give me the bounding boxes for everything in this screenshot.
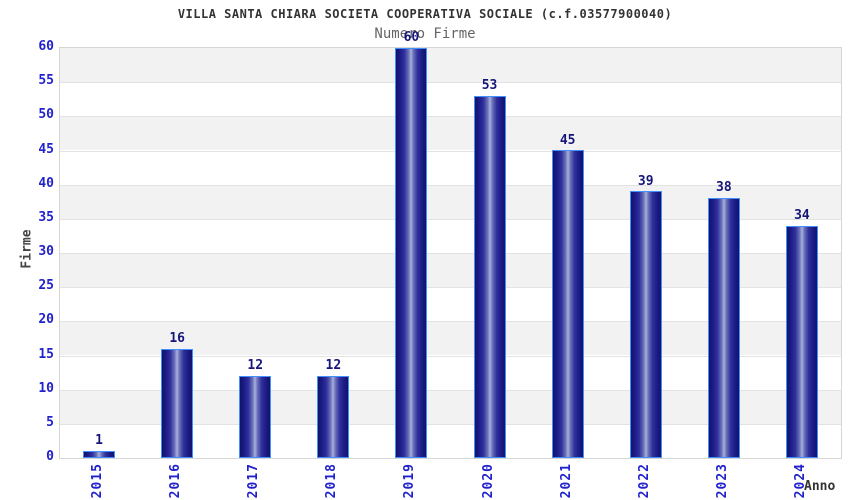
- chart-title: VILLA SANTA CHIARA SOCIETA COOPERATIVA S…: [177, 7, 673, 21]
- y-tick-label: 45: [38, 141, 54, 157]
- x-tick-label: 2024: [792, 463, 808, 499]
- y-tick-label: 15: [38, 346, 54, 362]
- bar: [83, 451, 116, 458]
- y-tick-label: 40: [38, 175, 54, 191]
- x-tick-label: 2016: [168, 463, 184, 499]
- x-tick-label: 2019: [402, 463, 418, 499]
- bar: [785, 226, 818, 458]
- y-tick-label: 30: [38, 244, 54, 259]
- bar-value-label: 39: [637, 173, 654, 189]
- bar: [317, 376, 350, 458]
- bar: [551, 150, 584, 458]
- bar-value-label: 12: [247, 358, 264, 373]
- bar: [473, 96, 506, 458]
- bar: [395, 48, 428, 458]
- x-axis-title: Anno: [804, 479, 836, 494]
- x-tick-label: 2020: [480, 463, 496, 499]
- bar: [629, 191, 662, 458]
- bar-value-label: 45: [559, 132, 576, 148]
- gridline: [60, 253, 841, 254]
- chart-subtitle: Numero Firme: [374, 26, 476, 42]
- bar: [707, 198, 740, 458]
- y-tick-label: 50: [38, 107, 54, 123]
- y-tick-label: 5: [46, 414, 54, 430]
- y-tick-label: 20: [38, 312, 54, 328]
- gridline: [60, 184, 841, 186]
- x-tick-label: 2021: [558, 463, 574, 499]
- bar-value-label: 60: [403, 30, 420, 45]
- x-tick-label: 2015: [90, 463, 106, 499]
- y-tick-label: 10: [38, 380, 54, 396]
- gridline: [60, 321, 841, 323]
- y-tick-label: 0: [46, 449, 54, 464]
- x-tick-label: 2018: [324, 463, 340, 499]
- bar-value-label: 38: [716, 180, 732, 196]
- y-tick-label: 35: [38, 209, 54, 225]
- gridline: [60, 82, 841, 84]
- bar: [239, 376, 272, 458]
- x-tick-label: 2017: [246, 463, 262, 499]
- bar-value-label: 12: [325, 358, 342, 373]
- gridline: [60, 116, 841, 118]
- bar-value-label: 16: [169, 330, 185, 346]
- plot-area: [59, 47, 842, 459]
- x-tick-label: 2023: [714, 463, 730, 499]
- bar-value-label: 1: [95, 433, 103, 449]
- y-tick-label: 60: [38, 39, 54, 54]
- x-tick-label: 2022: [636, 463, 652, 499]
- y-tick-label: 25: [38, 278, 54, 294]
- gridline: [60, 423, 841, 425]
- plot-band: [60, 150, 841, 185]
- gridline: [60, 389, 841, 391]
- gridline: [60, 150, 841, 152]
- bar-value-label: 53: [481, 77, 498, 93]
- gridline: [60, 218, 841, 220]
- y-tick-label: 55: [38, 73, 54, 89]
- plot-band: [60, 48, 841, 83]
- plot-band: [60, 82, 841, 117]
- bar-value-label: 34: [794, 207, 810, 223]
- plot-band: [60, 116, 841, 151]
- bar: [161, 349, 194, 458]
- gridline: [60, 287, 841, 289]
- gridline: [60, 355, 841, 357]
